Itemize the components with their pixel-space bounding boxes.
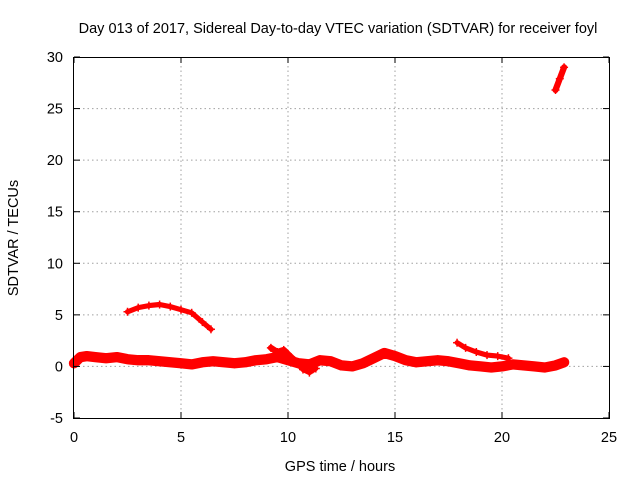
data-point	[82, 352, 91, 361]
data-point	[155, 357, 164, 366]
data-point	[209, 357, 218, 366]
data-point	[311, 364, 320, 373]
data-point	[461, 343, 470, 352]
data-point	[241, 358, 250, 367]
data-point	[187, 308, 196, 317]
y-tick-label: 25	[47, 102, 63, 118]
data-point	[187, 360, 196, 369]
data-point	[487, 363, 496, 372]
plot-frame	[73, 57, 610, 419]
data-point	[483, 351, 492, 360]
data-point	[251, 356, 260, 365]
data-point	[423, 357, 432, 366]
x-tick-label: 0	[70, 430, 78, 446]
data-point	[401, 356, 410, 365]
data-point	[453, 338, 462, 347]
data-point	[337, 361, 346, 370]
data-point	[273, 347, 282, 356]
y-tick-label: 0	[55, 359, 63, 375]
data-point	[508, 360, 517, 369]
data-point	[262, 355, 271, 364]
data-point	[444, 357, 453, 366]
data-point	[465, 361, 474, 370]
data-point	[369, 354, 378, 363]
data-point	[102, 354, 111, 363]
data-point	[493, 352, 502, 361]
data-point	[540, 363, 549, 372]
data-point	[123, 355, 132, 364]
data-point	[476, 362, 485, 371]
y-tick-label: -5	[50, 411, 63, 427]
data-point	[284, 350, 292, 359]
chart-title: Day 013 of 2017, Sidereal Day-to-day VTE…	[79, 21, 598, 37]
x-tick-label: 10	[280, 430, 296, 446]
data-series	[68, 63, 570, 377]
data-point	[177, 359, 185, 368]
data-point	[144, 356, 153, 365]
data-point	[166, 302, 175, 311]
data-point	[292, 359, 301, 368]
data-point	[519, 361, 528, 370]
data-point	[412, 358, 421, 367]
data-point	[144, 301, 153, 310]
y-tick-label: 5	[55, 308, 63, 324]
data-point	[498, 362, 506, 371]
data-point	[134, 303, 143, 312]
series-line	[294, 360, 319, 376]
data-point	[219, 358, 228, 367]
data-point	[348, 362, 357, 371]
data-point	[530, 362, 539, 371]
data-point	[551, 361, 560, 370]
data-point	[326, 357, 335, 366]
x-axis-label: GPS time / hours	[285, 459, 395, 475]
data-point	[266, 343, 275, 352]
data-point	[472, 347, 481, 356]
x-tick-label: 25	[601, 430, 617, 446]
y-tick-label: 10	[47, 256, 63, 272]
data-point	[391, 352, 399, 361]
y-axis-label: SDTVAR / TECUs	[6, 180, 22, 296]
y-tick-label: 20	[47, 153, 63, 169]
data-point	[555, 74, 564, 83]
data-point	[316, 356, 325, 365]
data-point	[560, 358, 569, 367]
data-point	[166, 358, 175, 367]
data-point	[134, 356, 143, 365]
axis-ticks: 0 5 10 15 20 25 -5 0 5 10 15 20 25 30	[47, 50, 617, 446]
y-tick-label: 15	[47, 205, 63, 221]
data-point	[76, 353, 85, 362]
y-tick-label: 30	[47, 50, 63, 66]
data-point	[433, 356, 442, 365]
data-point	[358, 359, 367, 368]
data-point	[305, 368, 314, 377]
x-tick-label: 20	[494, 430, 510, 446]
data-point	[298, 365, 307, 374]
data-point	[198, 358, 207, 367]
data-point	[177, 305, 185, 314]
data-point	[551, 86, 560, 95]
data-point	[504, 354, 513, 363]
data-point	[206, 325, 215, 334]
data-point	[112, 353, 121, 362]
data-point	[155, 300, 164, 309]
data-point	[279, 345, 288, 354]
data-point	[198, 318, 207, 327]
data-point	[380, 349, 389, 358]
data-point	[455, 359, 464, 368]
data-point	[91, 353, 100, 362]
data-point	[305, 360, 314, 369]
data-point	[560, 63, 569, 72]
x-tick-label: 5	[177, 430, 185, 446]
data-point	[123, 307, 132, 316]
x-tick-label: 15	[387, 430, 403, 446]
data-point	[230, 359, 239, 368]
